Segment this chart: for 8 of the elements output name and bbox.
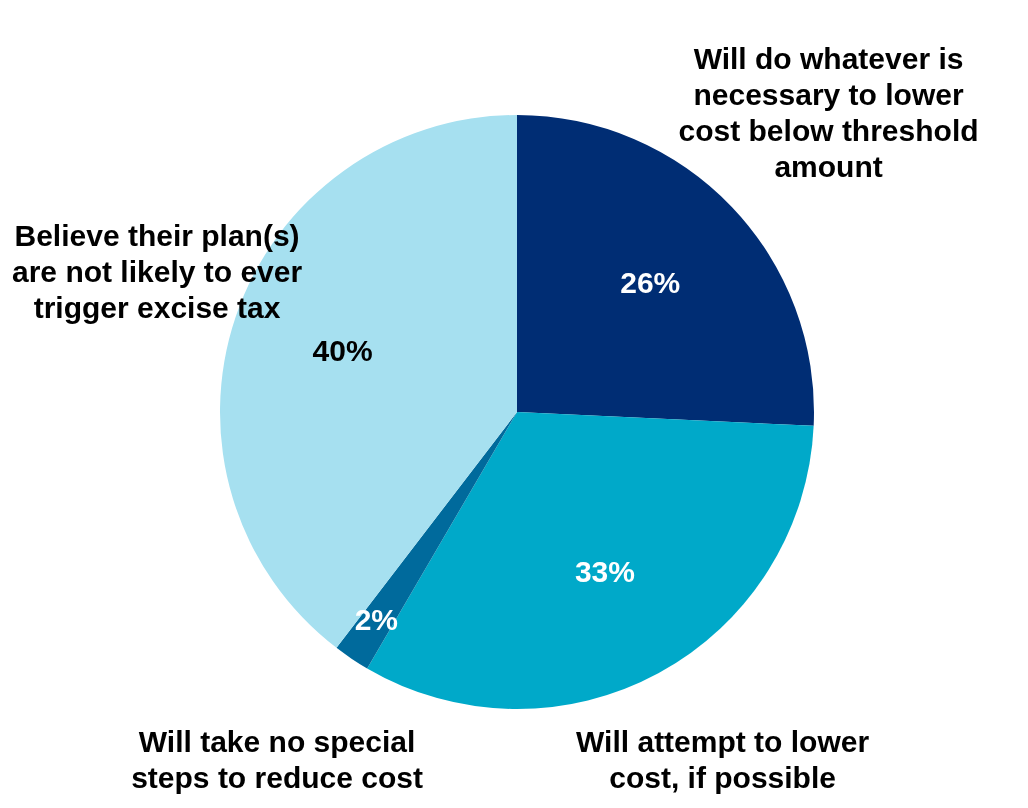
data-label: 2% [354, 602, 399, 636]
data-label: 33% [574, 555, 635, 589]
slice-label: Will do whatever is necessary to lower cost below threshold amount [678, 41, 979, 183]
slice-label: Will take no special steps to reduce cost [131, 725, 423, 795]
slice-label: Believe their plan(s) are not likely to ever trigger excise tax [11, 219, 303, 325]
slice-label: Will attempt to lower cost, if possible [576, 725, 870, 795]
data-label: 40% [312, 334, 373, 368]
data-label: 26% [620, 266, 681, 300]
